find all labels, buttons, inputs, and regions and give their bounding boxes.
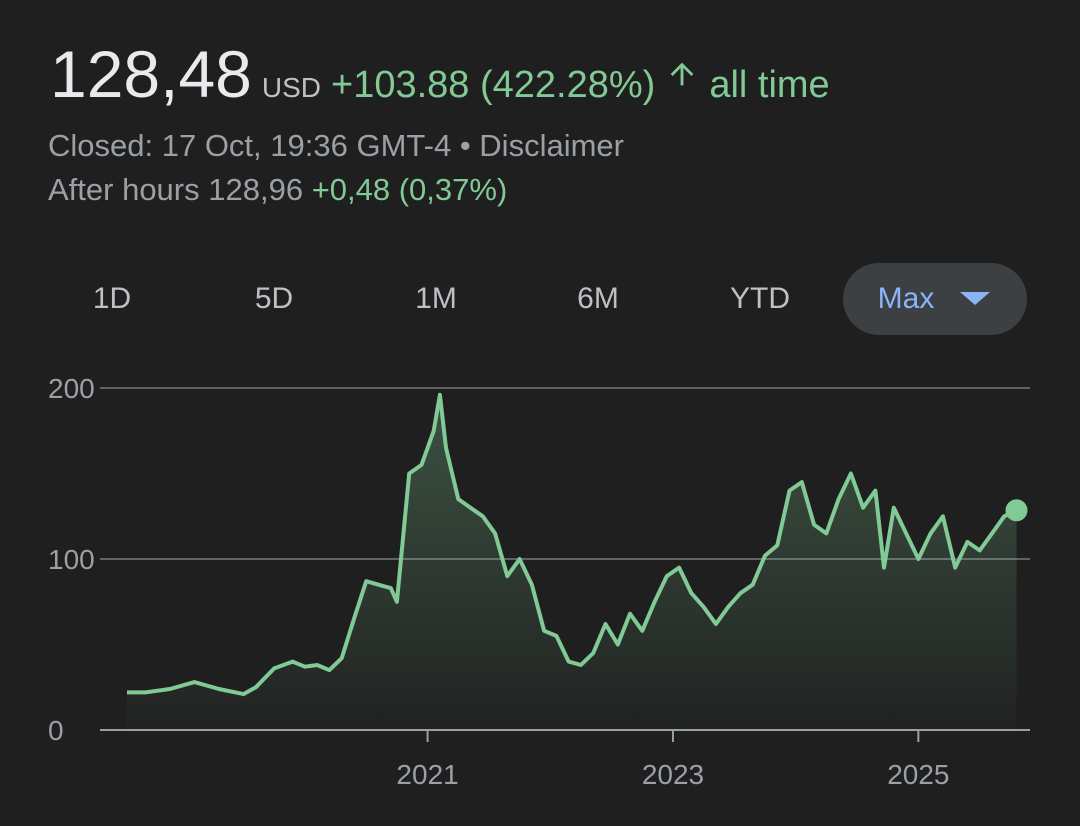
up-arrow	[670, 62, 694, 86]
price: 128,48	[50, 37, 252, 111]
after-hours: After hours 128,96	[48, 172, 304, 207]
closed: Closed: 17 Oct, 19:36 GMT-4	[48, 128, 452, 163]
x-tick-label: 2021	[396, 759, 458, 790]
period: all time	[709, 64, 830, 106]
y-tick-label: 0	[48, 715, 64, 746]
separator: •	[459, 128, 471, 163]
change: +103.88 (422.28%)	[331, 64, 656, 106]
range-tab[interactable]: 1D	[92, 282, 132, 315]
x-tick-label: 2025	[887, 759, 949, 790]
after-hours-row: After hours 128,96 +0,48 (0,37%)	[48, 172, 507, 208]
chart: 0 100 200 2021 2023 2025	[48, 373, 1030, 790]
last-point	[1005, 499, 1028, 522]
closed-row: Closed: 17 Oct, 19:36 GMT-4 • Disclaimer	[48, 128, 624, 164]
price-line	[127, 392, 1018, 697]
after-hours-change: +0,48 (0,37%)	[311, 172, 508, 207]
y-tick-label: 100	[48, 544, 95, 575]
currency: USD	[261, 72, 321, 103]
dropdown-icon[interactable]	[960, 292, 990, 306]
selected-tab-bg	[843, 263, 1027, 335]
quote-row: 128,48 USD +103.88 (422.28%) all time	[50, 36, 830, 112]
range-tab[interactable]: 5D	[254, 282, 294, 315]
x-tick-label: 2023	[642, 759, 704, 790]
range-tab[interactable]: 1M	[415, 282, 457, 315]
area	[126, 394, 1017, 730]
range-tab[interactable]: 6M	[577, 282, 619, 315]
disclaimer[interactable]: Disclaimer	[479, 128, 624, 163]
range-tab[interactable]: Max	[877, 282, 935, 315]
range-tab[interactable]: YTD	[730, 282, 790, 315]
y-tick-label: 200	[48, 373, 95, 404]
